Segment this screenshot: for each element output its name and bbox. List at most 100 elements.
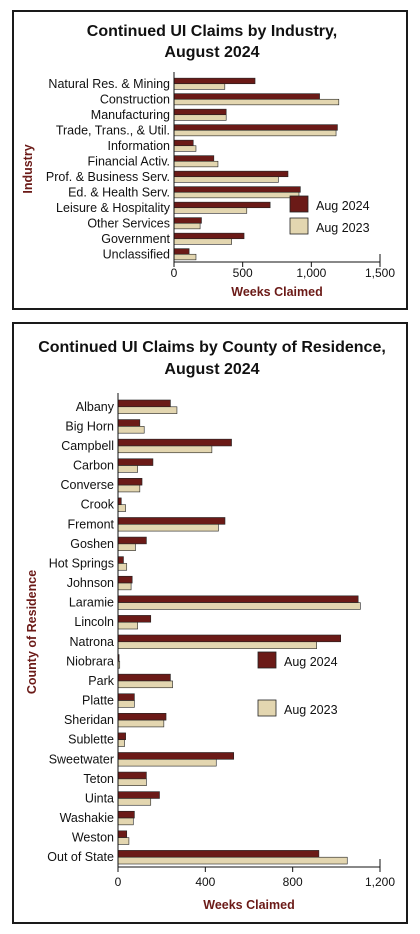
county-legend-swatch — [257, 651, 277, 669]
county-bar-aug-2023 — [117, 465, 138, 473]
county-chart-title-line: Continued UI Claims by County of Residen… — [38, 339, 386, 356]
county-bar-aug-2024 — [117, 595, 359, 603]
county-category-label: Big Horn — [65, 419, 114, 433]
county-bar-aug-2024 — [117, 438, 232, 447]
county-bar-aug-2024 — [117, 791, 160, 799]
county-category-label: Washakie — [60, 811, 114, 825]
county-category-label: Sheridan — [64, 713, 114, 727]
county-category-label: Weston — [72, 831, 114, 845]
industry-bar-aug-2023 — [173, 238, 232, 245]
county-x-tick-label: 0 — [115, 875, 122, 889]
county-category-label: Laramie — [69, 596, 114, 610]
industry-bar-aug-2024 — [173, 93, 320, 100]
industry-legend-swatch — [289, 195, 309, 213]
industry-x-axis-label: Weeks Claimed — [231, 285, 322, 299]
county-bar-aug-2024 — [117, 575, 133, 584]
county-bar-aug-2023 — [117, 484, 141, 493]
county-chart: Continued UI Claims by County of Residen… — [25, 339, 395, 912]
county-legend-swatch — [257, 699, 277, 717]
county-bar-aug-2023 — [117, 406, 178, 414]
industry-category-label: Financial Activ. — [88, 154, 170, 168]
county-bar-aug-2023 — [117, 641, 317, 649]
county-bar-aug-2023 — [117, 798, 152, 806]
industry-legend-label: Aug 2023 — [316, 221, 370, 235]
industry-category-label: Unclassified — [103, 247, 170, 261]
county-category-label: Niobrara — [66, 654, 114, 668]
county-bar-aug-2024 — [117, 752, 235, 760]
industry-category-label: Ed. & Health Serv. — [68, 185, 170, 199]
county-category-label: Sweetwater — [49, 752, 114, 766]
county-bar-aug-2023 — [117, 563, 128, 571]
industry-category-label: Other Services — [87, 216, 170, 230]
industry-chart-title-line: August 2024 — [164, 44, 259, 61]
county-bar-aug-2023 — [117, 582, 132, 591]
industry-bar-aug-2024 — [173, 186, 301, 193]
county-bar-aug-2024 — [117, 517, 226, 525]
county-bar-aug-2024 — [117, 634, 341, 643]
county-category-label: Platte — [82, 694, 114, 708]
county-bar-aug-2024 — [117, 399, 171, 408]
industry-bar-aug-2023 — [173, 207, 248, 214]
county-category-label: Campbell — [61, 439, 114, 453]
industry-x-tick-label: 500 — [233, 266, 253, 280]
industry-bar-aug-2024 — [173, 248, 190, 255]
county-category-label: Uinta — [85, 791, 114, 805]
county-category-label: Crook — [81, 498, 115, 512]
county-bar-aug-2024 — [117, 556, 124, 564]
county-bar-aug-2023 — [117, 602, 361, 610]
industry-x-tick-label: 0 — [171, 266, 178, 280]
county-bar-aug-2023 — [117, 700, 135, 708]
industry-chart: Continued UI Claims by Industry, August 2… — [21, 23, 395, 299]
county-bar-aug-2024 — [117, 850, 320, 858]
industry-category-label: Government — [101, 232, 170, 246]
county-bar-aug-2024 — [117, 458, 154, 466]
county-bar-aug-2024 — [117, 419, 141, 427]
industry-x-tick-label: 1,000 — [296, 266, 326, 280]
industry-chart-title-line: Continued UI Claims by Industry, — [87, 23, 337, 40]
county-category-label: Teton — [83, 772, 114, 786]
industry-bar-aug-2024 — [173, 108, 227, 116]
county-bar-aug-2024 — [117, 615, 152, 623]
county-category-label: Sublette — [68, 733, 114, 747]
county-bar-aug-2024 — [117, 536, 147, 545]
county-legend-label: Aug 2024 — [284, 655, 338, 669]
industry-category-label: Trade, Trans., & Util. — [56, 123, 170, 137]
county-x-tick-label: 800 — [283, 875, 303, 889]
industry-bar-aug-2023 — [173, 222, 201, 230]
county-bar-aug-2023 — [117, 543, 136, 551]
county-category-label: Carbon — [73, 459, 114, 473]
industry-bar-aug-2024 — [173, 201, 271, 209]
county-bar-aug-2023 — [117, 739, 125, 747]
county-x-tick-label: 1,200 — [365, 875, 395, 889]
county-bar-aug-2024 — [117, 771, 147, 780]
industry-bar-aug-2023 — [173, 160, 219, 168]
industry-category-label: Construction — [100, 92, 170, 106]
county-category-label: Natrona — [70, 635, 115, 649]
county-bar-aug-2023 — [117, 445, 213, 454]
county-bar-aug-2023 — [117, 778, 147, 786]
county-category-label: Fremont — [67, 517, 114, 531]
industry-category-label: Prof. & Business Serv. — [46, 170, 170, 184]
county-bar-aug-2023 — [117, 523, 219, 532]
industry-bar-aug-2024 — [173, 155, 215, 162]
industry-bar-aug-2023 — [173, 98, 340, 106]
county-bar-aug-2023 — [117, 621, 138, 630]
county-bar-aug-2024 — [117, 830, 128, 838]
county-bar-aug-2023 — [117, 758, 217, 767]
industry-bar-aug-2023 — [173, 253, 197, 261]
county-category-label: Out of State — [47, 850, 114, 864]
county-bar-aug-2023 — [117, 817, 134, 826]
industry-chart-panel: Continued UI Claims by Industry, August 2… — [12, 10, 408, 310]
industry-category-label: Information — [107, 139, 170, 153]
industry-bar-aug-2024 — [173, 77, 256, 85]
industry-bar-aug-2023 — [173, 191, 300, 199]
industry-bar-aug-2024 — [173, 139, 194, 147]
county-bar-aug-2023 — [117, 837, 130, 845]
county-category-label: Converse — [61, 478, 115, 492]
county-x-axis-label: Weeks Claimed — [203, 898, 294, 912]
county-category-label: Johnson — [67, 576, 114, 590]
county-bar-aug-2024 — [117, 810, 135, 819]
county-category-label: Goshen — [70, 537, 114, 551]
county-bar-aug-2024 — [117, 673, 171, 682]
industry-legend-swatch — [289, 217, 309, 235]
